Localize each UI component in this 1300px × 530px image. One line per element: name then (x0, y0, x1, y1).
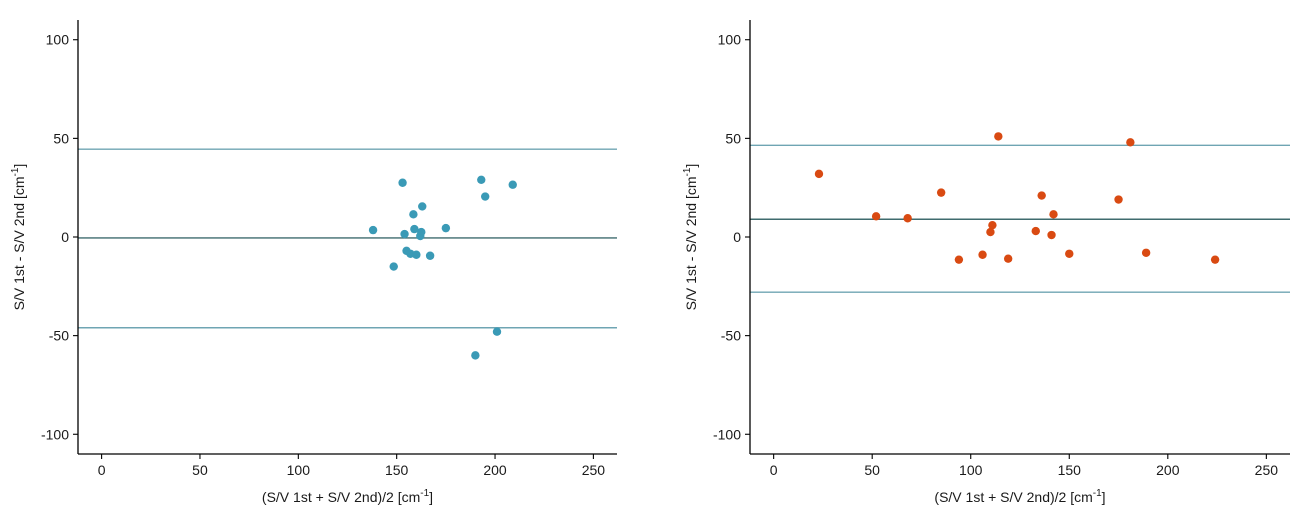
x-tick-label: 250 (582, 462, 606, 478)
data-point (471, 351, 480, 360)
data-point (1047, 230, 1056, 240)
y-tick-label: 100 (46, 32, 70, 48)
x-tick-label: 50 (192, 462, 208, 478)
data-point (418, 202, 427, 211)
y-axis-title: S/V 1st - S/V 2nd [cm-1] (682, 164, 699, 311)
data-point (986, 227, 995, 237)
y-tick-label: -50 (49, 328, 69, 344)
x-axis-title-end: ] (1102, 489, 1106, 505)
y-axis-title-end: ] (11, 164, 27, 168)
x-tick-label: 200 (483, 462, 507, 478)
data-point (1065, 249, 1074, 258)
data-point (978, 250, 987, 259)
y-axis-title-end: ] (683, 164, 699, 168)
data-point (1126, 138, 1135, 147)
data-point (425, 251, 435, 260)
x-tick-label: 200 (1156, 462, 1180, 478)
data-point (1114, 195, 1123, 204)
data-point (871, 212, 881, 221)
data-point (1003, 254, 1013, 263)
y-tick-label: 0 (733, 229, 741, 245)
y-tick-label: -100 (713, 426, 741, 442)
x-tick-label: 150 (1058, 462, 1082, 478)
data-point (368, 225, 378, 235)
x-axis-title-end: ] (429, 489, 433, 505)
data-point (936, 188, 946, 197)
x-axis-title-sup: -1 (420, 488, 429, 499)
data-point (994, 132, 1003, 141)
right-panel: -100 -50 0 50 100 0 50 100 150 200 250 (S/V 1st + S… (682, 20, 1290, 505)
data-point (1049, 210, 1058, 219)
x-axis-title-main: (S/V 1st + S/V 2nd)/2 [cm (262, 489, 420, 505)
data-point (1210, 255, 1220, 264)
data-point (903, 214, 912, 223)
x-tick-label: 250 (1255, 462, 1279, 478)
data-point (1037, 191, 1046, 200)
y-axis-title-main: S/V 1st - S/V 2nd [cm (11, 176, 27, 310)
x-tick-label: 100 (287, 462, 311, 478)
x-axis-title: (S/V 1st + S/V 2nd)/2 [cm-1] (262, 488, 433, 505)
left-panel: -100 -50 0 50 100 0 50 100 150 200 250 (S/V 1st + S… (10, 20, 617, 505)
x-tick-label: 0 (770, 462, 778, 478)
y-axis-title: S/V 1st - S/V 2nd [cm-1] (10, 164, 27, 311)
data-point (398, 178, 407, 187)
x-axis-title-main: (S/V 1st + S/V 2nd)/2 [cm (934, 489, 1092, 505)
data-point (389, 262, 398, 271)
data-point (1141, 248, 1151, 257)
x-axis-title-sup: -1 (1093, 488, 1102, 499)
y-tick-label: 50 (725, 130, 741, 146)
y-axis-title-sup: -1 (682, 167, 693, 176)
data-point (400, 229, 409, 239)
y-tick-label: -100 (41, 426, 69, 442)
data-point (481, 192, 490, 201)
x-tick-label: 100 (959, 462, 983, 478)
y-tick-label: 0 (61, 229, 69, 245)
data-point (1031, 226, 1040, 236)
y-tick-label: 100 (718, 32, 742, 48)
y-tick-label: 50 (53, 130, 69, 146)
x-tick-label: 50 (864, 462, 880, 478)
data-point (417, 227, 426, 237)
data-point (492, 327, 502, 336)
data-point (409, 210, 418, 219)
data-point (410, 224, 419, 234)
y-axis-title-sup: -1 (10, 167, 21, 176)
x-tick-label: 0 (98, 462, 106, 478)
x-tick-label: 150 (385, 462, 409, 478)
data-point (988, 220, 997, 230)
data-point (954, 255, 964, 264)
data-point (508, 180, 517, 189)
data-point (412, 250, 421, 259)
data-point (441, 223, 451, 233)
x-axis-title: (S/V 1st + S/V 2nd)/2 [cm-1] (934, 488, 1105, 505)
y-tick-label: -50 (721, 328, 741, 344)
data-point (814, 169, 824, 179)
data-point (477, 175, 486, 184)
y-axis-title-main: S/V 1st - S/V 2nd [cm (683, 176, 699, 310)
